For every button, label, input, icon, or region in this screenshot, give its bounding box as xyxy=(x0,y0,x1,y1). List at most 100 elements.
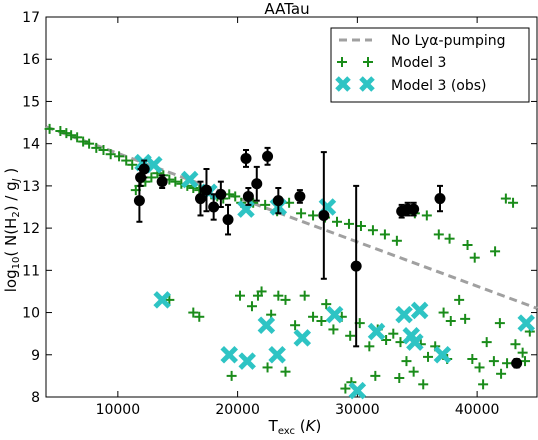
model3-point xyxy=(78,136,89,147)
model3-point xyxy=(98,145,109,155)
model3-point xyxy=(340,383,351,394)
observed-marker xyxy=(133,195,145,207)
model3-point xyxy=(421,210,432,221)
observed-point xyxy=(350,184,362,348)
no-pumping-line xyxy=(45,125,538,310)
model3-point xyxy=(55,126,66,136)
model3-obs-series xyxy=(134,153,535,400)
observed-marker xyxy=(242,190,254,202)
observed-marker xyxy=(408,203,420,215)
model3-point xyxy=(72,132,83,143)
x-axis-label: Texc (K) xyxy=(268,417,322,437)
model3-point xyxy=(474,362,485,373)
model3-point xyxy=(260,199,271,210)
model3-point xyxy=(444,233,455,244)
model3-point xyxy=(500,193,511,204)
observed-point xyxy=(156,174,168,189)
model3-point xyxy=(418,379,429,390)
observed-marker xyxy=(350,260,362,272)
model3-point xyxy=(235,290,246,301)
observed-point xyxy=(200,168,212,213)
model3-obs-point xyxy=(153,291,171,309)
model3-point xyxy=(423,351,434,362)
observed-point xyxy=(242,187,254,206)
y-axis-label: log10( N(H2) / gJ ) xyxy=(2,168,22,293)
model3-obs-point xyxy=(220,346,238,364)
model3-point xyxy=(146,172,157,183)
model3-point xyxy=(246,301,257,312)
x-tick-label: 30000 xyxy=(335,402,380,418)
model3-point xyxy=(273,290,284,301)
model3-obs-point xyxy=(517,314,535,332)
model3-obs-point xyxy=(406,333,424,351)
model3-point xyxy=(188,307,199,318)
model3-point xyxy=(355,221,366,231)
plot-frame xyxy=(45,16,538,398)
legend: No Lyα-pumping Model 3 Model 3 (obs) xyxy=(330,27,530,103)
observed-point xyxy=(294,189,306,204)
model3-point xyxy=(332,216,343,227)
model3-point xyxy=(84,138,95,149)
model3-obs-point xyxy=(433,346,452,364)
legend-model3-label: Model 3 xyxy=(391,55,446,71)
no-pumping-series xyxy=(45,125,538,310)
model3-obs-point xyxy=(325,305,344,324)
model3-obs-point xyxy=(293,329,312,347)
observed-point xyxy=(138,159,150,179)
y-tick-label: 10 xyxy=(22,306,40,322)
model3-point xyxy=(488,356,499,367)
observed-marker xyxy=(434,193,446,205)
observed-marker xyxy=(156,176,168,188)
plot-border xyxy=(45,16,538,398)
observed-point xyxy=(318,151,330,280)
observed-marker xyxy=(222,214,234,226)
observed-point xyxy=(434,184,446,213)
model3-point xyxy=(438,307,449,318)
model3-point xyxy=(367,225,378,236)
model3-point xyxy=(280,366,291,377)
model3-point xyxy=(328,324,339,335)
model3-obs-point xyxy=(257,316,276,334)
model3-point xyxy=(481,337,492,348)
model3-point xyxy=(127,159,138,170)
observed-marker xyxy=(262,150,274,162)
model3-point xyxy=(256,286,267,297)
model3-point xyxy=(194,311,205,322)
observed-point xyxy=(511,357,523,369)
model3-point xyxy=(370,370,381,381)
model3-point xyxy=(230,191,241,202)
model3-point xyxy=(114,151,125,162)
model3-point xyxy=(316,316,327,326)
y-tick-label: 14 xyxy=(22,137,40,153)
observed-marker xyxy=(251,178,263,190)
observed-point xyxy=(222,203,234,236)
chart-title: AATau xyxy=(264,0,309,18)
y-tick-label: 8 xyxy=(31,390,40,406)
axis-ticks: 10000 20000 30000 40000 8 9 10 11 12 13 14 15 16 17 xyxy=(22,10,537,418)
model3-point xyxy=(517,347,528,358)
model3-point xyxy=(364,341,375,352)
observed-marker xyxy=(240,152,252,164)
model3-obs-point xyxy=(238,352,256,370)
y-tick-label: 12 xyxy=(22,221,40,237)
model3-point xyxy=(170,176,181,187)
y-tick-label: 9 xyxy=(31,348,40,364)
model3-point xyxy=(401,356,412,367)
observed-point xyxy=(194,180,206,217)
model3-point xyxy=(445,316,456,326)
observed-point xyxy=(240,149,252,168)
observed-point xyxy=(408,201,420,217)
model3-point xyxy=(462,240,473,250)
model3-point xyxy=(299,290,310,301)
observed-series xyxy=(133,146,523,369)
observed-point xyxy=(208,193,220,221)
observed-marker xyxy=(272,195,284,207)
model3-point xyxy=(44,123,55,134)
model3-point xyxy=(280,294,291,305)
model3-point xyxy=(394,373,405,383)
model3-point xyxy=(490,246,501,257)
model3-point xyxy=(381,335,392,345)
model3-obs-point xyxy=(395,305,413,324)
model3-obs-point xyxy=(348,381,367,400)
legend-no-pumping-label: No Lyα-pumping xyxy=(391,33,506,49)
